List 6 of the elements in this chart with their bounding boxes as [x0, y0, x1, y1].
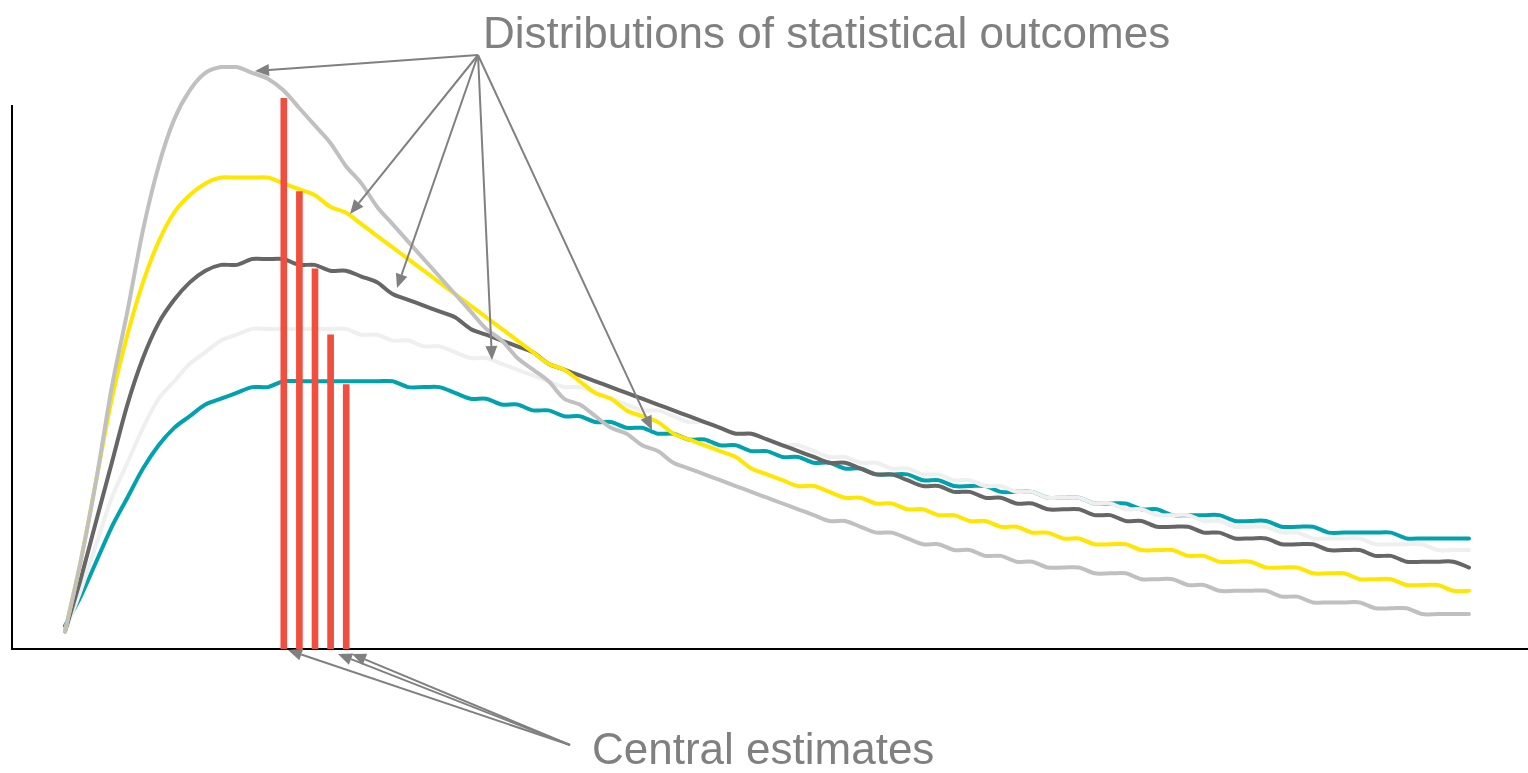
bar [311, 268, 319, 649]
text: Central estimates [592, 724, 935, 773]
bar [327, 334, 334, 649]
bar [280, 98, 288, 649]
bar [342, 384, 350, 649]
text: Distributions of statistical outcomes [483, 8, 1171, 57]
